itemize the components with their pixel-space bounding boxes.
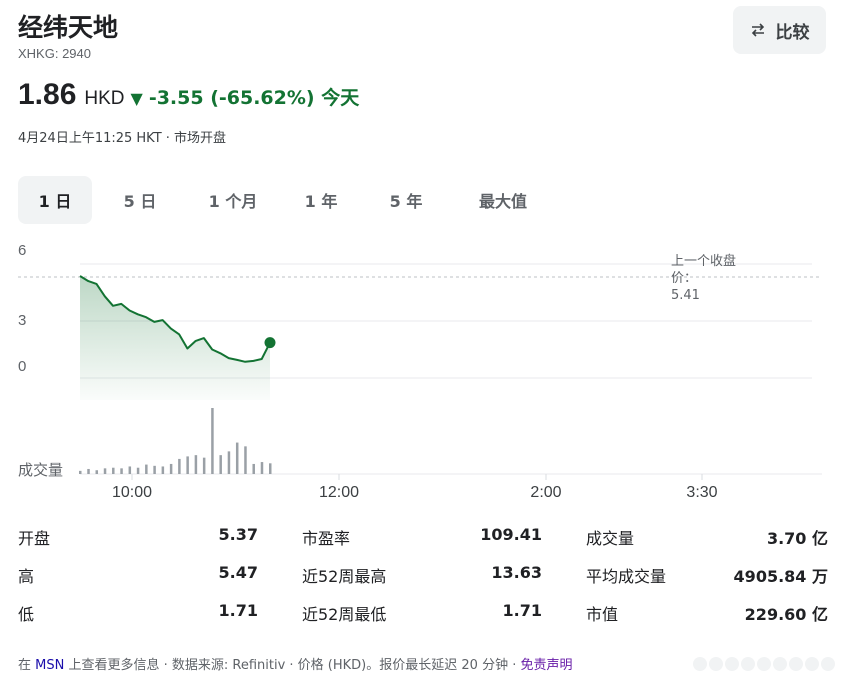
stat-label: 市值 (586, 605, 619, 624)
stat-label: 开盘 (18, 529, 51, 548)
stat-value: 5.37 (218, 525, 258, 544)
volume-bar (136, 467, 140, 474)
y-tick-label: 6 (18, 242, 27, 259)
stat-label: 近52周最高 (302, 567, 387, 586)
volume-bar (95, 470, 99, 474)
previous-close-label: 上一个收盘价： (671, 254, 737, 286)
price-chart[interactable]: 6 3 0 上一个收盘价： 5.41 成交量 10:00 12:00 2:00 … (0, 230, 844, 510)
compare-label: 比较 (775, 22, 810, 43)
stat-open: 开盘 5.37 (18, 525, 258, 549)
stat-high: 高 5.47 (18, 563, 258, 587)
data-disclaimer: 在 MSN 上查看更多信息 · 数据来源: Refinitiv · 价格 (HK… (18, 654, 572, 673)
swap-arrows-icon (751, 23, 764, 37)
volume-bar (260, 462, 264, 474)
footer-text: 上查看更多信息 · 数据来源: Refinitiv · 价格 (HKD)。报价最… (64, 658, 521, 673)
volume-bar (227, 451, 231, 474)
stat-label: 低 (18, 605, 35, 624)
volume-bar (269, 463, 272, 474)
compare-button[interactable]: 比较 (733, 6, 826, 54)
x-tick-label: 2:00 (530, 484, 562, 501)
stat-52w-high: 近52周最高 13.63 (302, 563, 542, 587)
key-stats: 开盘 5.37 市盈率 109.41 成交量 3.70 亿 高 5.47 近52周最高 1… (18, 518, 828, 632)
stat-value: 4905.84 万 (733, 567, 828, 586)
stat-avg-volume: 平均成交量 4905.84 万 (586, 563, 828, 587)
volume-bar (202, 457, 206, 474)
volume-bar (194, 455, 198, 474)
previous-close-annotation: 上一个收盘价： 5.41 (671, 253, 741, 304)
stat-value: 13.63 (491, 563, 542, 582)
stat-value: 1.71 (502, 601, 542, 620)
stats-row: 低 1.71 近52周最低 1.71 市值 229.60 亿 (18, 594, 828, 632)
y-tick-label: 3 (18, 312, 27, 329)
stat-value: 5.47 (218, 563, 258, 582)
msn-link[interactable]: MSN (35, 658, 65, 673)
stat-value: 3.70 亿 (766, 529, 828, 548)
volume-bar (103, 468, 107, 474)
stat-label: 成交量 (586, 529, 635, 548)
stat-pe-ratio: 市盈率 109.41 (302, 525, 542, 549)
price-row: 1.86 HKD ▼ -3.55 (-65.62%) 今天 (18, 78, 359, 112)
volume-bar (219, 455, 222, 474)
volume-bar (145, 464, 148, 474)
quote-timestamp: 4月24日上午11:25 HKT · 市场开盘 (18, 131, 227, 146)
down-arrow-icon: ▼ (130, 89, 143, 108)
latest-price-dot (264, 337, 276, 349)
footer-prefix: 在 (18, 658, 36, 673)
volume-bar (128, 466, 132, 474)
price-change: ▼ -3.55 (-65.62%) 今天 (131, 83, 360, 110)
stat-label: 市盈率 (302, 529, 351, 548)
tab-1y[interactable]: 1 年 (304, 192, 338, 211)
stock-name: 经纬天地 (18, 13, 119, 42)
stat-label: 近52周最低 (302, 605, 387, 624)
tab-max[interactable]: 最大值 (478, 192, 527, 211)
volume-bar (169, 463, 173, 474)
ticker-symbol: XHKG: 2940 (18, 46, 91, 61)
stats-row: 高 5.47 近52周最高 13.63 平均成交量 4905.84 万 (18, 556, 828, 594)
stat-market-cap: 市值 229.60 亿 (586, 601, 828, 625)
volume-bar (153, 465, 156, 474)
disclaimer-link[interactable]: 免责声明 (520, 658, 573, 673)
previous-close-value: 5.41 (671, 288, 700, 303)
volume-bar (112, 467, 115, 474)
stat-label: 高 (18, 567, 35, 586)
price-line (79, 275, 271, 363)
volume-bar (79, 470, 82, 474)
currency-code: HKD (84, 88, 125, 109)
tab-5y[interactable]: 5 年 (389, 192, 423, 211)
tab-1m[interactable]: 1 个月 (208, 192, 258, 211)
stat-52w-low: 近52周最低 1.71 (302, 601, 542, 625)
stats-row: 开盘 5.37 市盈率 109.41 成交量 3.70 亿 (18, 518, 828, 556)
volume-bar (252, 463, 255, 474)
volume-bar (178, 458, 181, 474)
x-tick-label: 12:00 (318, 484, 360, 501)
tab-1d[interactable]: 1 日 (18, 176, 92, 224)
price-change-text: -3.55 (-65.62%) 今天 (148, 87, 360, 109)
stat-value: 109.41 (480, 525, 542, 544)
volume-bar (120, 468, 123, 474)
x-tick-label: 3:30 (686, 484, 718, 501)
stat-low: 低 1.71 (18, 601, 258, 625)
volume-bar (244, 446, 247, 474)
stat-value: 1.71 (218, 601, 258, 620)
stat-label: 平均成交量 (586, 567, 667, 586)
range-tabs: 1 日 5 日 1 个月 1 年 5 年 最大值 (18, 176, 558, 224)
stat-value: 229.60 亿 (744, 605, 828, 624)
volume-bar (161, 466, 165, 474)
stat-volume: 成交量 3.70 亿 (586, 525, 828, 549)
watermark-dots (693, 657, 835, 671)
volume-bar (235, 442, 239, 474)
tab-5d[interactable]: 5 日 (123, 192, 157, 211)
chart-svg (18, 263, 822, 480)
volume-label: 成交量 (18, 461, 64, 479)
x-tick-label: 10:00 (111, 484, 153, 501)
price-area-fill (80, 276, 270, 400)
volume-bar (211, 408, 214, 474)
current-price: 1.86 (18, 78, 77, 111)
volume-bar (87, 468, 90, 474)
volume-bar (186, 456, 189, 474)
y-tick-label: 0 (18, 358, 27, 375)
